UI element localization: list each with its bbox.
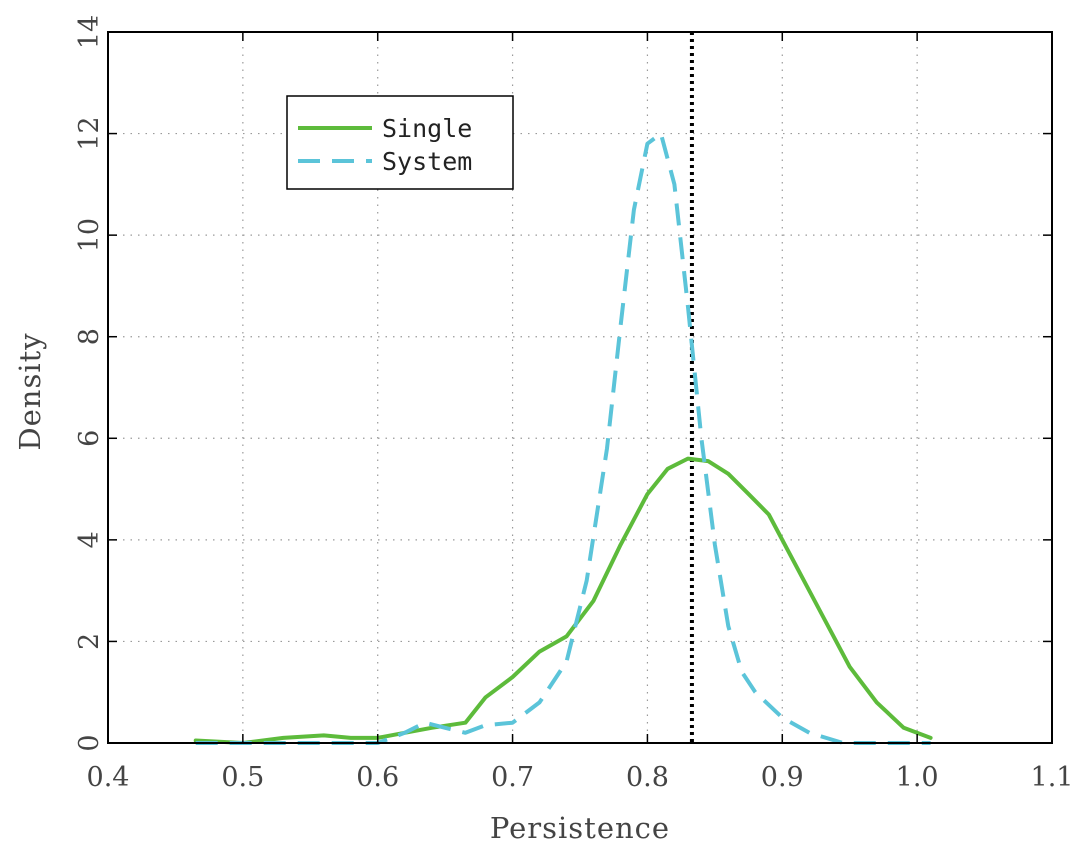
series-line-single (193, 456, 933, 745)
legend-label-system: System (382, 147, 472, 176)
y-tick-label: 14 (74, 15, 105, 49)
series-line-system (195, 131, 931, 745)
legend-box (286, 95, 514, 190)
y-tick-labels: 0 2 4 6 8 10 12 14 (74, 15, 105, 752)
y-tick-label: 6 (74, 430, 105, 447)
grid-lines (108, 32, 1052, 743)
plot-frame (107, 31, 1053, 744)
y-axis-label: Density (13, 332, 47, 450)
x-tick-labels: 0.4 0.5 0.6 0.7 0.8 0.9 1.0 1.1 (87, 762, 1074, 793)
y-tick-label: 8 (74, 328, 105, 345)
x-tick-label: 0.8 (626, 762, 669, 793)
y-tick-label: 4 (74, 531, 105, 548)
legend-label-single: Single (382, 114, 472, 143)
legend: Single System (286, 95, 514, 190)
y-tick-label: 2 (74, 633, 105, 650)
x-tick-label: 0.4 (87, 762, 130, 793)
y-tick-label: 12 (74, 116, 105, 150)
x-tick-label: 1.0 (896, 762, 939, 793)
x-tick-label: 0.9 (761, 762, 804, 793)
x-tick-label: 0.5 (221, 762, 264, 793)
x-tick-label: 1.1 (1031, 762, 1074, 793)
x-tick-label: 0.6 (356, 762, 399, 793)
x-axis-label: Persistence (490, 811, 670, 845)
axis-ticks (107, 31, 1053, 744)
series-lines (193, 131, 933, 745)
x-tick-label: 0.7 (491, 762, 534, 793)
y-tick-label: 0 (74, 734, 105, 751)
y-tick-label: 10 (74, 218, 105, 252)
